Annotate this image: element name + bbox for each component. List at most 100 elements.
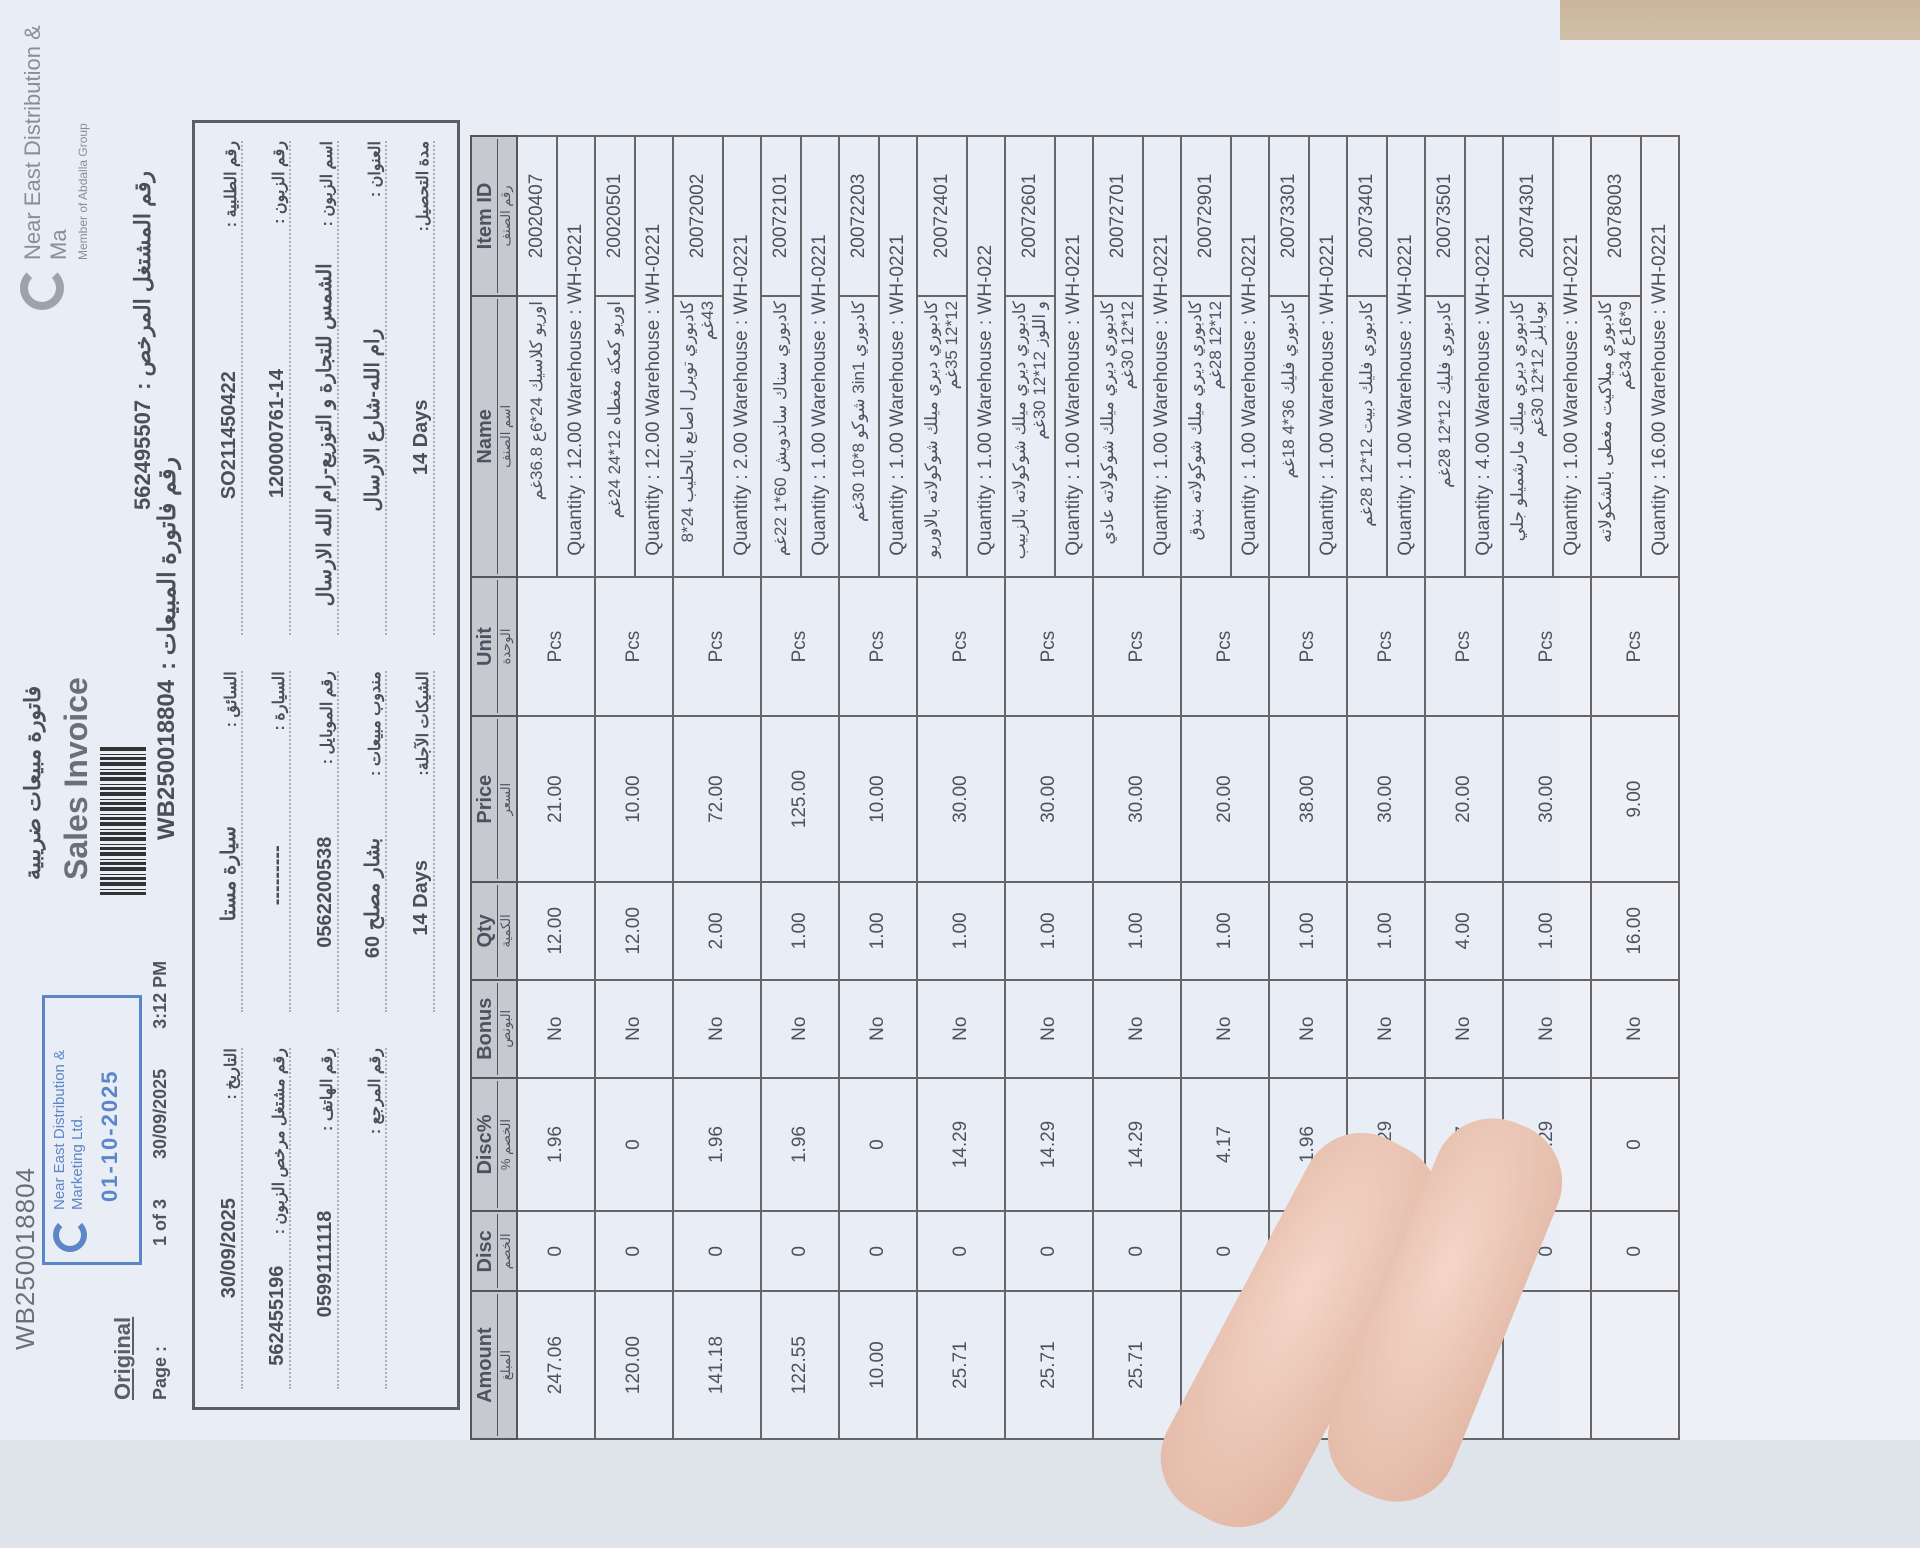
info-field-label: التاريخ :	[223, 1048, 240, 1100]
info-field-label: رقم مشتغل مرخص الزبون :	[271, 1048, 288, 1235]
cell-price: 30.00	[1093, 716, 1181, 882]
cell-unit: Pcs	[1425, 576, 1503, 717]
cell-unit: Pcs	[1269, 576, 1347, 717]
cell-name: كادبوري 3in1 شوكو 8*10 30غم	[839, 295, 879, 577]
column-header: Amount المبلغ	[471, 1291, 517, 1439]
cell-item-id: 20072203	[839, 136, 879, 296]
column-header-en: Unit	[474, 627, 496, 666]
cell-item-id: 20020501	[595, 136, 635, 296]
column-header: Item ID رقم الصنف	[471, 136, 517, 296]
cell-unit: Pcs	[839, 576, 917, 717]
cell-disc: 0	[517, 1211, 595, 1292]
company-logo-icon	[20, 266, 64, 310]
table-row: 122.55 0 1.96 No 1.00 125.00 Pcs كادبوري سناك س…	[761, 136, 839, 1439]
cell-name: اوريو كلاسيك 24*6ع 36.8غم	[517, 295, 557, 577]
column-header-en: Amount	[474, 1327, 496, 1403]
cell-amount: 25.71	[917, 1291, 1005, 1439]
cell-amount: 122.55	[761, 1291, 839, 1439]
cell-qty: 1.00	[917, 881, 1005, 980]
cell-name: كادبوري ديري ميلك شوكولاته بالزبيب و الل…	[1005, 295, 1055, 577]
info-field: رقم مشتغل مرخص الزبون : 562455196	[257, 1048, 291, 1389]
invoice-number: رقم فاتورة المبيعات : WB250018804	[153, 457, 182, 840]
cell-item-id: 20072101	[761, 136, 801, 296]
cell-name: كادبوري ديري ميلك مارشميلو جلي بوبابلز 1…	[1503, 295, 1553, 577]
stamp-logo-icon	[53, 1218, 87, 1252]
info-field-label: رقم الطلبية :	[223, 140, 240, 228]
company-stamp: Near East Distribution & Marketing Ltd. …	[42, 995, 142, 1265]
info-field-label: الشيكات الآجلة:	[415, 671, 432, 776]
cell-quantity-warehouse: Quantity : 1.00 Warehouse : WH-0221	[1387, 136, 1425, 577]
cell-qty: 1.00	[1005, 881, 1093, 980]
cell-bonus: No	[1425, 979, 1503, 1078]
cell-disc-pct: 0	[1591, 1077, 1679, 1212]
column-header-en: Bonus	[474, 997, 496, 1060]
cell-amount	[1503, 1291, 1591, 1439]
cell-bonus: No	[1347, 979, 1425, 1078]
cell-disc: 0	[673, 1211, 761, 1292]
cell-qty: 1.00	[1269, 881, 1347, 980]
cell-disc-pct: 0	[595, 1077, 673, 1212]
info-field-value: 14 Days	[410, 399, 432, 476]
cell-bonus: No	[517, 979, 595, 1078]
title-arabic: فاتورة مبيعات ضريبية	[20, 685, 45, 880]
cell-qty: 1.00	[1347, 881, 1425, 980]
cell-disc-pct: 14.29	[1005, 1077, 1093, 1212]
info-field-value: SO211450422	[218, 371, 240, 500]
info-field: السيارة : ---------	[257, 671, 291, 1013]
cell-bonus: No	[595, 979, 673, 1078]
info-field-label: مندوب مبيعات :	[367, 671, 384, 776]
cell-price: 10.00	[839, 716, 917, 882]
cell-quantity-warehouse: Quantity : 1.00 Warehouse : WH-0221	[1055, 136, 1093, 577]
print-time: 3:12 PM	[150, 960, 170, 1029]
column-header-ar: السعر	[497, 719, 514, 879]
cell-amount	[1591, 1291, 1679, 1439]
info-field: رقم المرجع :	[353, 1048, 387, 1389]
cell-name: كادبوري فليك دبيت 12*12 28غم	[1347, 295, 1387, 577]
cell-price: 20.00	[1181, 716, 1269, 882]
cell-disc-pct: 1.96	[673, 1077, 761, 1212]
column-header-ar: الخصم	[497, 1214, 514, 1289]
cell-disc-pct: 1.96	[761, 1077, 839, 1212]
cell-unit: Pcs	[1347, 576, 1425, 717]
document-number: WB250018804	[10, 1166, 40, 1350]
info-field: السائق : سيارة مستا	[209, 671, 243, 1013]
cell-qty: 16.00	[1591, 881, 1679, 980]
invoice-number-label: رقم فاتورة المبيعات :	[154, 456, 181, 670]
cell-disc-pct: 14.29	[917, 1077, 1005, 1212]
cell-quantity-warehouse: Quantity : 2.00 Warehouse : WH-0221	[723, 136, 761, 577]
info-field: رقم الزبون : 120000761-14	[257, 140, 291, 636]
cell-name: كادبوري فليك 12*12 28غم	[1425, 295, 1465, 577]
cell-bonus: No	[761, 979, 839, 1078]
cell-item-id: 20072601	[1005, 136, 1055, 296]
cell-unit: Pcs	[1591, 576, 1679, 717]
column-header: Bonus البونص	[471, 979, 517, 1078]
cell-amount: 25.71	[1005, 1291, 1093, 1439]
cell-name: كادبوري سناك ساندويش 60*1 22غم	[761, 295, 801, 577]
cell-item-id: 20073501	[1425, 136, 1465, 296]
info-field-label: رقم الزبون :	[271, 140, 288, 224]
page-value: 1 of 3	[150, 1198, 170, 1246]
cell-item-id: 20020407	[517, 136, 557, 296]
cell-bonus: No	[917, 979, 1005, 1078]
info-field-label: رقم الهاتف :	[319, 1048, 336, 1131]
info-field-label: العنوان :	[367, 140, 384, 198]
cell-price: 38.00	[1269, 716, 1347, 882]
cell-disc: 0	[595, 1211, 673, 1292]
cell-qty: 1.00	[1181, 881, 1269, 980]
table-row: 10.00 0 0 No 1.00 10.00 Pcs كادبوري 3in1 شوكو 8…	[839, 136, 917, 1439]
column-header: Name اسم الصنف	[471, 295, 517, 577]
column-header-en: Item ID	[474, 182, 496, 250]
cell-price: 30.00	[1347, 716, 1425, 882]
cell-disc: 0	[1093, 1211, 1181, 1292]
cell-price: 30.00	[917, 716, 1005, 882]
cell-disc: 0	[839, 1211, 917, 1292]
column-header-en: Price	[474, 774, 496, 824]
info-field-value: رام الله-شارع الارسال	[362, 328, 384, 512]
info-field-value: سيارة مستا	[218, 826, 240, 922]
cell-quantity-warehouse: Quantity : 12.00 Warehouse : WH-0221	[557, 136, 595, 577]
table-row: 120.00 0 0 No 12.00 10.00 Pcs اوريو كعكة مغطاه …	[595, 136, 673, 1439]
info-field: رقم الهاتف : 0599111118	[305, 1048, 339, 1389]
page-info: Page : 1 of 3 30/09/2025 3:12 PM	[150, 961, 171, 1400]
cell-price: 30.00	[1005, 716, 1093, 882]
cell-bonus: No	[1503, 979, 1591, 1078]
